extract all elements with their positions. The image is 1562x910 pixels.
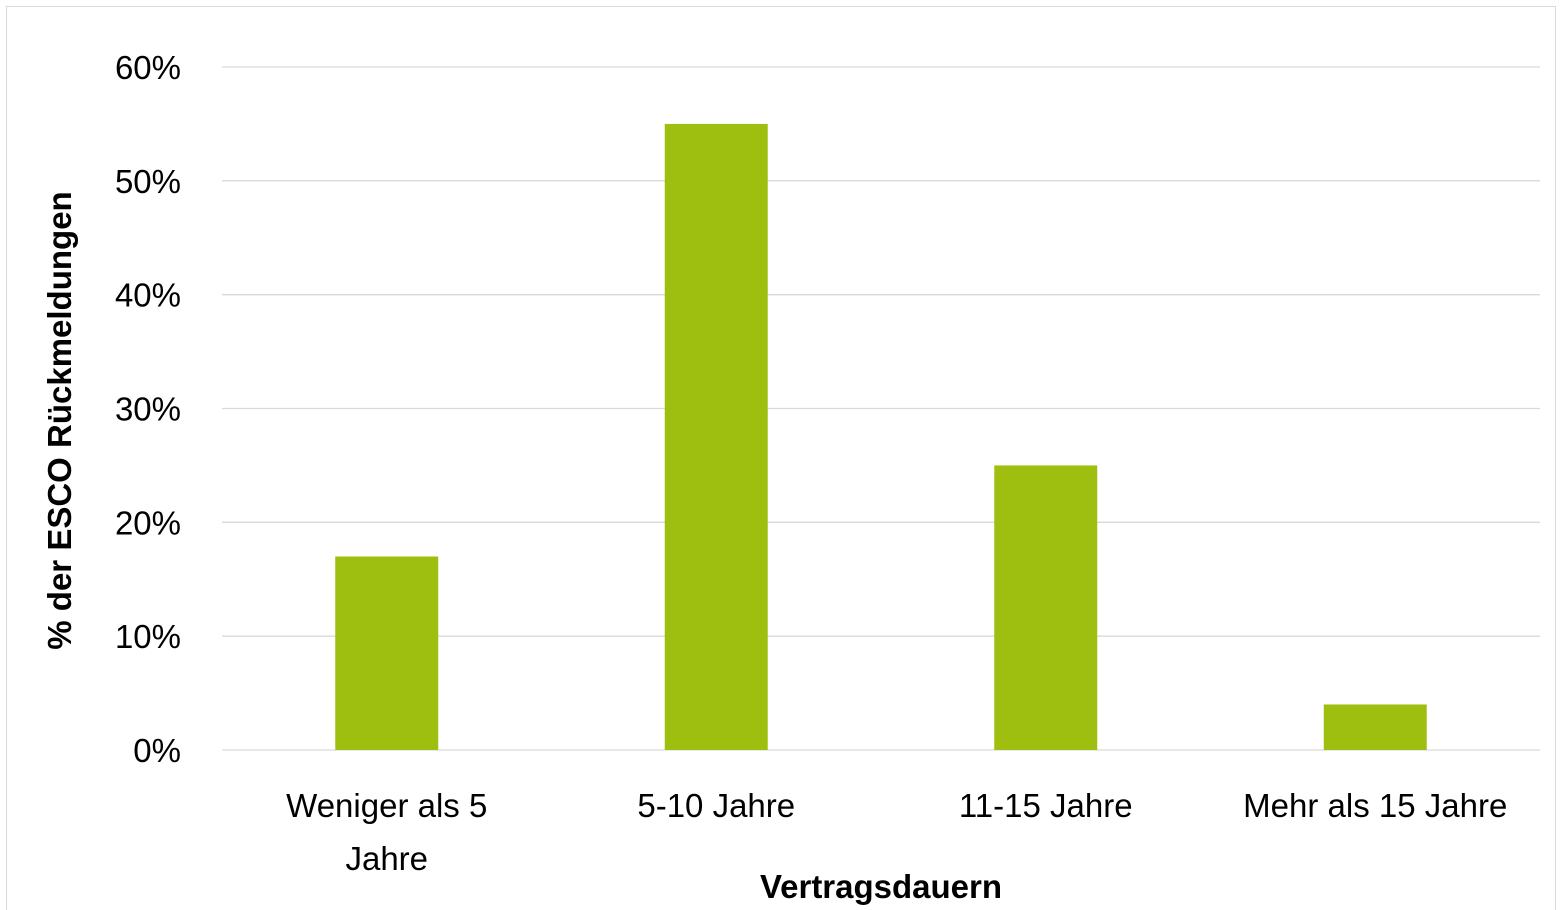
bar (335, 556, 439, 750)
y-tick-label: 60% (115, 49, 181, 86)
bar (664, 123, 768, 750)
y-tick-label: 10% (115, 618, 181, 655)
x-tick-label: 11-15 Jahre (959, 787, 1133, 824)
x-tick-label: Weniger als 5 Jahre (286, 787, 487, 877)
y-tick-label: 20% (115, 504, 181, 541)
y-tick-label: 30% (115, 391, 181, 428)
bars (335, 123, 1427, 750)
y-tick-label: 40% (115, 277, 181, 314)
gridlines (222, 66, 1540, 751)
chart-frame (6, 6, 1556, 910)
bar (1323, 704, 1427, 750)
x-tick-labels: Weniger als 5 Jahre 5-10 Jahre 11-15 Jahre M… (286, 787, 1507, 877)
x-axis-title: Vertragsdauern (760, 868, 1002, 905)
x-tick-label: Mehr als 15 Jahre (1243, 787, 1507, 824)
y-tick-labels: 0% 10% 20% 30% 40% 50% 60% (115, 49, 181, 769)
y-axis-title: % der ESCO Rückmeldungen (41, 191, 78, 649)
bar (994, 465, 1098, 750)
x-tick-label: 5-10 Jahre (637, 787, 795, 824)
y-tick-label: 50% (115, 163, 181, 200)
y-tick-label: 0% (133, 732, 181, 769)
